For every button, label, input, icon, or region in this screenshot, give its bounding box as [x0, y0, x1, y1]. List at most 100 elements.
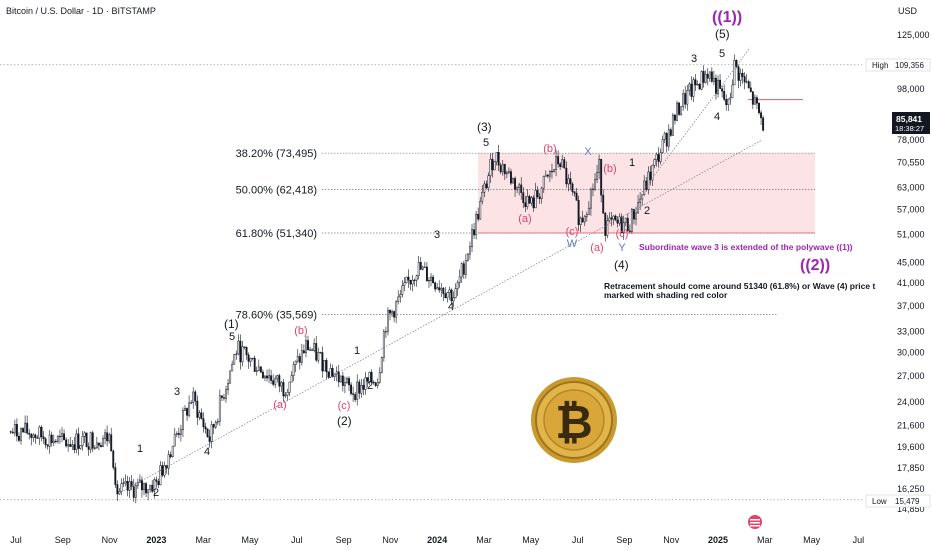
- candle-body: [239, 340, 242, 363]
- us-flag-icon[interactable]: [748, 515, 762, 529]
- candle-body: [555, 156, 558, 170]
- minor-wave-label: (b): [543, 143, 556, 155]
- candle-body: [270, 375, 273, 381]
- countdown-value: 18:38:27: [895, 124, 924, 133]
- candle-body: [34, 434, 37, 439]
- fib-level-label: 50.00% (62,418): [236, 185, 317, 197]
- plot-area[interactable]: [0, 0, 862, 520]
- candle-body: [487, 175, 490, 189]
- candle-body: [653, 159, 656, 166]
- candle-body: [391, 311, 394, 314]
- candle-body: [237, 340, 240, 355]
- candle-body: [216, 420, 219, 423]
- candle-body: [255, 370, 258, 372]
- candle-body: [77, 433, 80, 449]
- candle-body: [483, 183, 486, 193]
- candle-body: [384, 331, 387, 333]
- y-tick-label: 21,600: [897, 421, 925, 431]
- minor-wave-label: W: [567, 238, 578, 250]
- minor-wave-label: 1: [629, 157, 635, 169]
- fibonacci-levels: 38.20% (73,495) 50.00% (62,418) 61.80% (51…: [236, 99, 815, 322]
- candle-body: [661, 139, 664, 153]
- x-tick-label: Sep: [336, 535, 352, 545]
- candle-body: [346, 378, 348, 383]
- candle-body: [401, 285, 404, 295]
- chart-title: Bitcoin / U.S. Dollar · 1D · BITSTAMP: [6, 6, 156, 16]
- candle-body: [512, 178, 514, 184]
- candle-body: [56, 435, 59, 442]
- candle-body: [688, 83, 691, 91]
- candle-body: [52, 440, 55, 444]
- minor-wave-label: (a): [590, 242, 603, 254]
- candle-body: [366, 377, 369, 382]
- candle-body: [227, 383, 230, 390]
- candle-body: [163, 465, 166, 476]
- minor-wave-label: 4: [448, 301, 454, 313]
- candle-body: [192, 391, 195, 403]
- candle-body: [520, 184, 523, 193]
- candle-body: [319, 352, 322, 354]
- x-tick-label: Nov: [663, 535, 680, 545]
- candle-body: [305, 340, 307, 354]
- candle-body: [136, 482, 139, 486]
- candle-body: [589, 188, 592, 209]
- wave-label-4-intermediate: (4): [614, 258, 629, 272]
- candle-body: [557, 156, 560, 165]
- candle-body: [758, 102, 760, 113]
- candle-body: [587, 207, 590, 215]
- candle-body: [551, 170, 553, 173]
- minor-wave-label: 5: [719, 48, 725, 60]
- candle-body: [233, 354, 236, 365]
- candle-body: [200, 412, 203, 419]
- candle-body: [448, 289, 451, 293]
- candle-body: [225, 389, 227, 399]
- candle-body: [657, 154, 660, 162]
- candle-body: [721, 88, 724, 92]
- candle-body: [149, 484, 152, 490]
- candle-body: [124, 481, 127, 484]
- candle-body: [454, 288, 457, 298]
- candle-body: [546, 174, 549, 177]
- fib-level-label: 61.80% (51,340): [236, 228, 317, 240]
- candle-body: [245, 346, 248, 356]
- minor-wave-label: (c): [616, 228, 629, 240]
- candle-body: [739, 72, 742, 81]
- candle-body: [678, 102, 681, 115]
- candle-body: [243, 346, 246, 348]
- candle-body: [706, 73, 709, 79]
- y-axis[interactable]: 125,000 98,000 78,000 70,550 63,000 57,000 51,…: [897, 30, 930, 514]
- candle-body: [132, 486, 135, 498]
- candle-body: [428, 280, 430, 282]
- candle-body: [325, 360, 328, 373]
- low-badge-label: Low: [872, 497, 887, 506]
- candle-body: [350, 384, 353, 394]
- candle-body: [155, 479, 158, 482]
- candle-body: [471, 229, 473, 247]
- support-trendline: [117, 139, 763, 495]
- candle-body: [565, 167, 568, 185]
- candle-body: [202, 418, 205, 428]
- candle-body: [458, 276, 461, 283]
- candle-body: [190, 402, 193, 404]
- candle-body: [24, 422, 27, 433]
- candle-body: [69, 444, 72, 447]
- candle-body: [196, 400, 199, 418]
- candle-body: [235, 353, 238, 355]
- candle-body: [257, 366, 260, 371]
- candle-body: [120, 483, 123, 492]
- y-tick-label: 78,000: [897, 135, 925, 145]
- x-axis[interactable]: Jul Sep Nov 2023 Mar May Jul Sep Nov 2024 Mar May Ju…: [10, 535, 864, 545]
- x-tick-label: Mar: [195, 535, 211, 545]
- candle-body: [530, 197, 533, 204]
- candle-body: [161, 465, 164, 476]
- minor-wave-label: Y: [618, 242, 626, 254]
- candle-body: [153, 479, 156, 492]
- y-tick-label: 17,850: [897, 463, 925, 473]
- candle-body: [282, 382, 285, 397]
- currency-label[interactable]: USD: [898, 6, 918, 16]
- subordinate-note: Subordinate wave 3 is extended of the po…: [639, 242, 853, 252]
- candle-body: [223, 397, 225, 399]
- candle-body: [331, 368, 334, 377]
- minor-wave-label: 5: [483, 137, 489, 149]
